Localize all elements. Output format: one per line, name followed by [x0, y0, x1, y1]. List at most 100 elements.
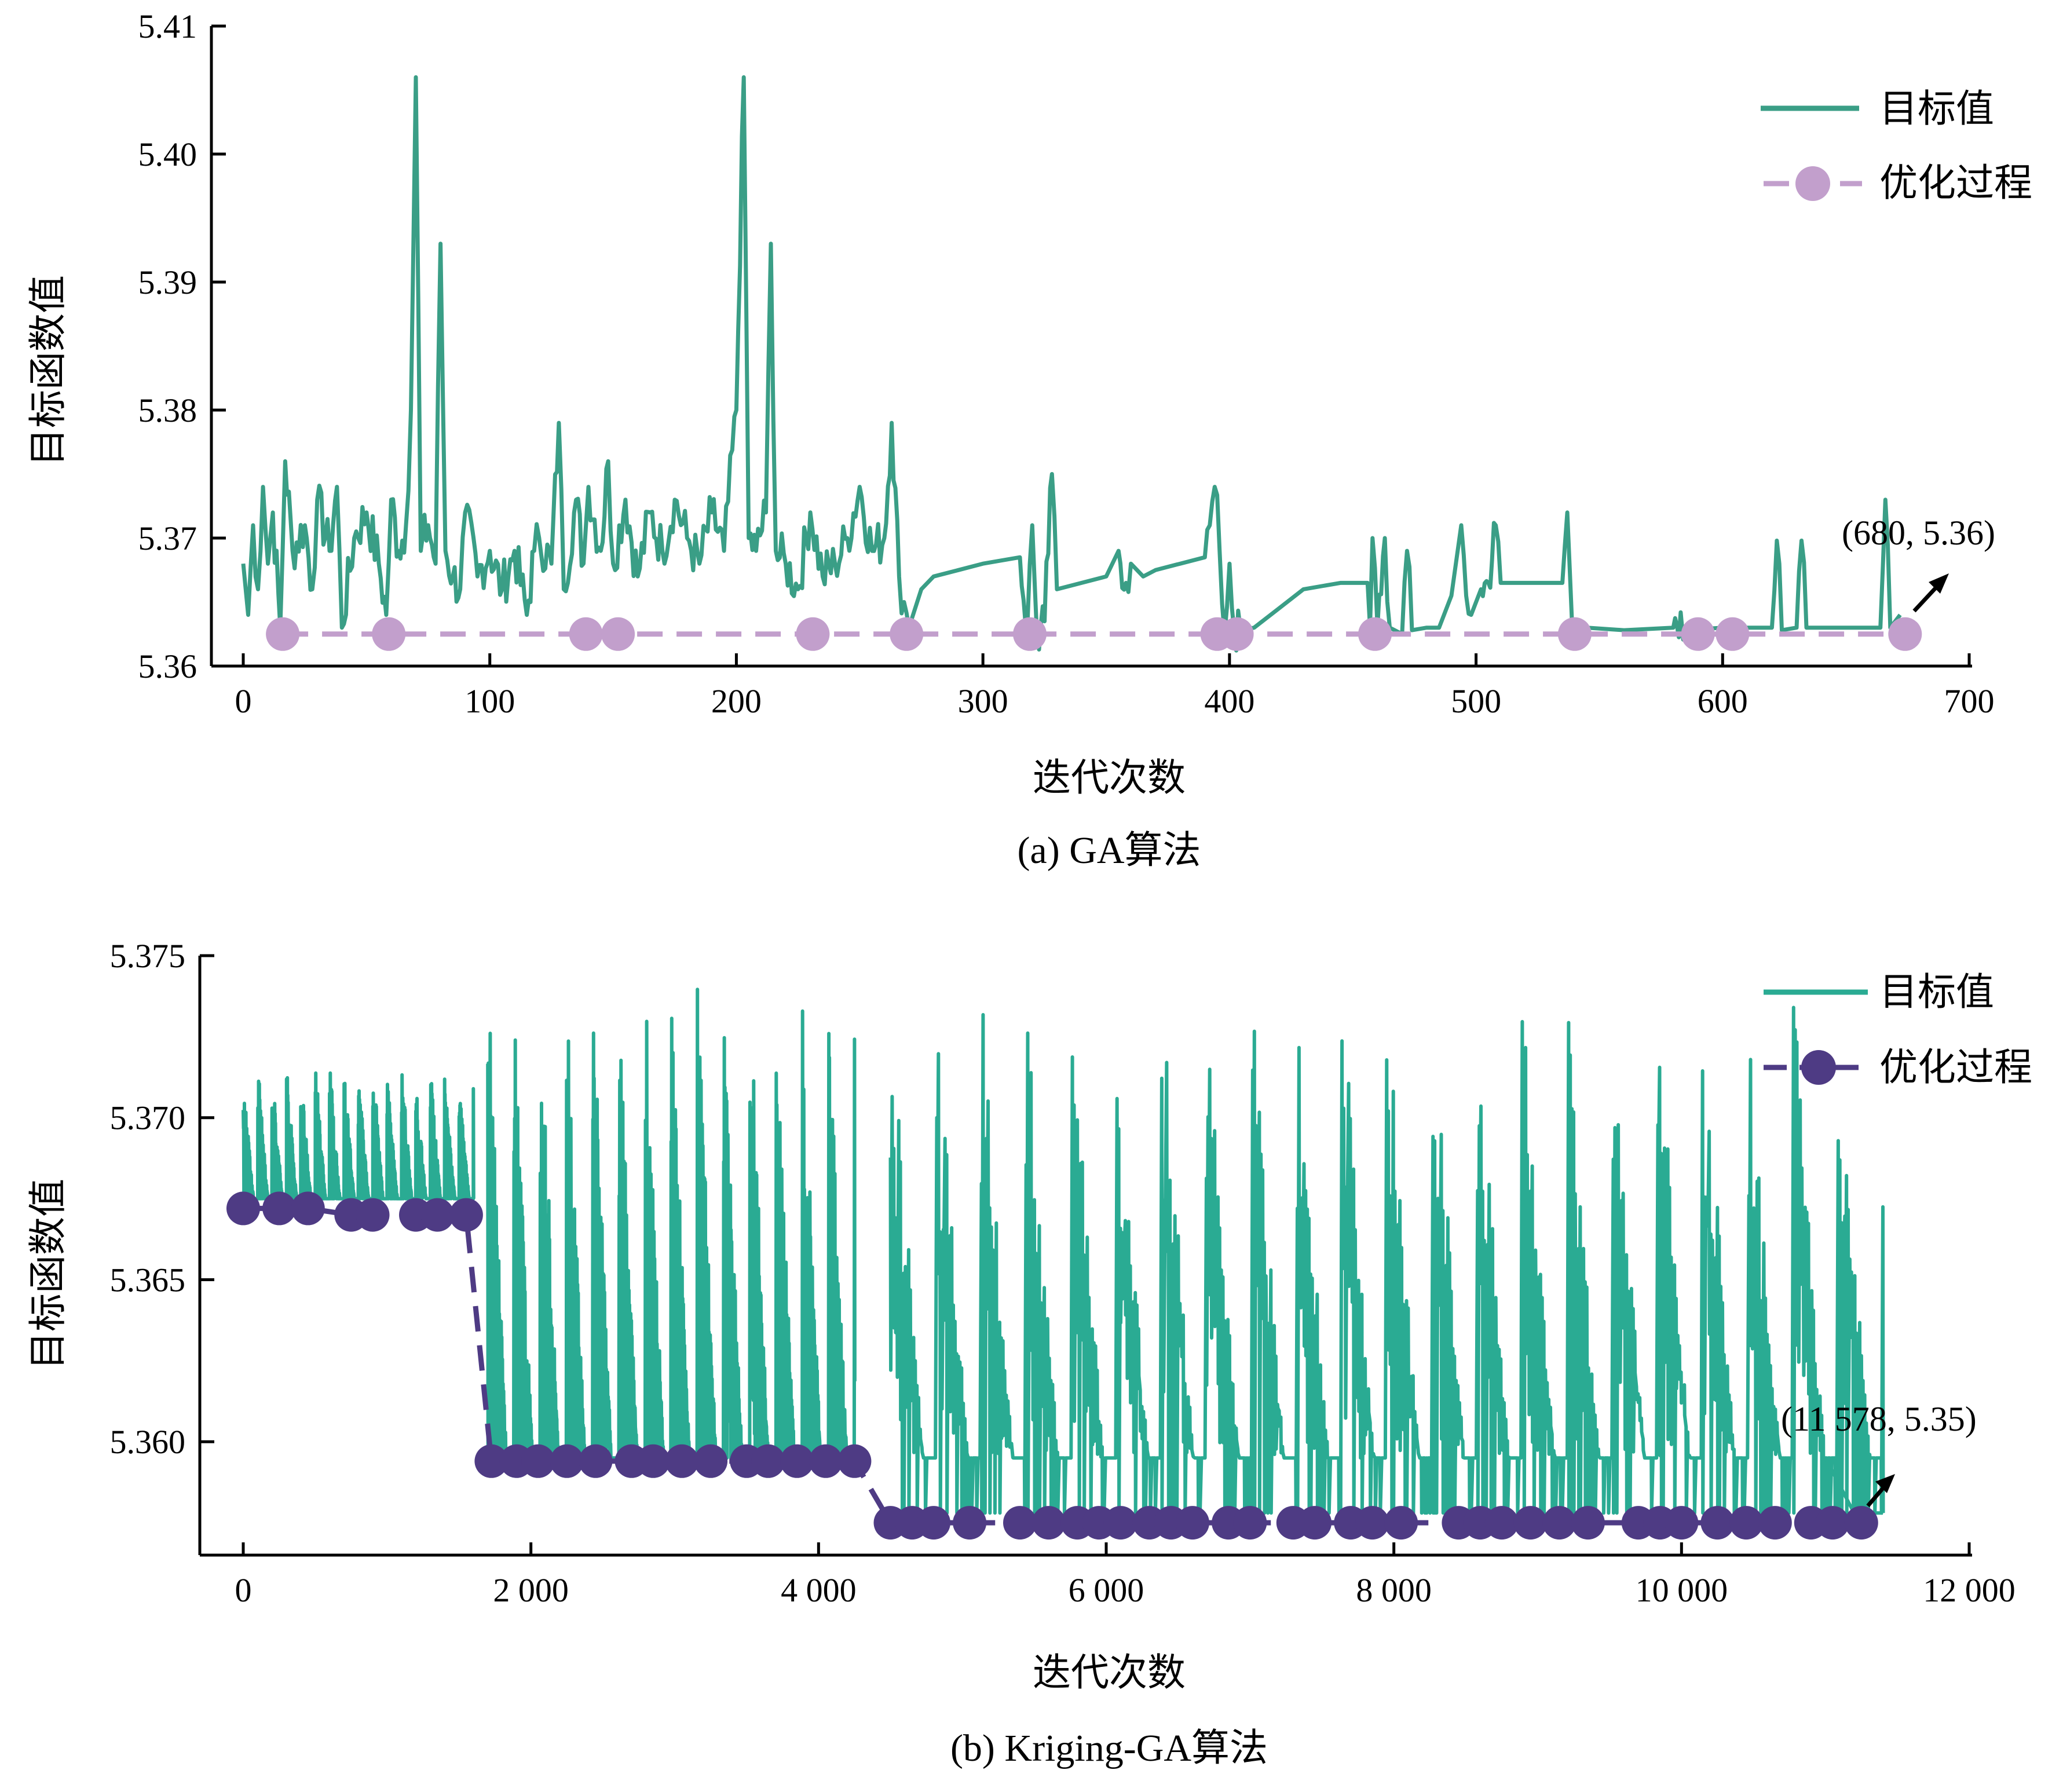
series-process-marker — [1032, 1506, 1066, 1540]
x-tick-label: 10 000 — [1636, 1571, 1728, 1609]
chart-a: 5.36 5.37 5.38 5.39 5.40 5.41 0 100 200 300 400 500… — [25, 8, 2032, 872]
chart-b: 5.360 5.365 5.370 5.375 0 2 000 4 000 6 000 8 00… — [25, 937, 2032, 1769]
y-tick-label: 5.40 — [138, 136, 197, 173]
y-tick-label: 5.39 — [138, 264, 197, 301]
x-tick-label: 2 000 — [493, 1571, 569, 1609]
series-process-marker — [356, 1198, 390, 1232]
series-process-marker — [1384, 1506, 1418, 1540]
series-process-marker — [1233, 1506, 1267, 1540]
series-process-marker — [890, 617, 924, 651]
chart-b-annotation-arrow — [1866, 1474, 1895, 1508]
x-tick-label: 0 — [235, 682, 252, 720]
x-tick-label: 0 — [235, 1571, 252, 1609]
series-process-marker — [1358, 617, 1392, 651]
chart-a-caption: (a) GA算法 — [1017, 829, 1201, 872]
series-process-marker — [569, 617, 603, 651]
series-process-marker — [1355, 1506, 1389, 1540]
y-tick-label: 5.38 — [138, 392, 197, 429]
series-process-marker — [665, 1444, 699, 1478]
series-process-marker — [1103, 1506, 1137, 1540]
series-process-marker — [550, 1444, 584, 1478]
series-process-marker — [1220, 617, 1254, 651]
chart-a-plot-area — [241, 75, 1922, 653]
series-process-marker — [474, 1444, 509, 1478]
y-tick-label: 5.37 — [138, 520, 197, 557]
chart-a-axes: 5.36 5.37 5.38 5.39 5.40 5.41 0 100 200 300 400 500… — [138, 8, 1995, 720]
series-process-marker — [780, 1444, 814, 1478]
x-tick-label: 12 000 — [1923, 1571, 2016, 1609]
series-process-marker — [1729, 1506, 1764, 1540]
series-process-marker — [1513, 1506, 1548, 1540]
series-process-marker — [1681, 617, 1715, 651]
x-tick-label: 4 000 — [781, 1571, 857, 1609]
series-process-marker — [601, 617, 635, 651]
series-process-marker — [579, 1444, 613, 1478]
x-tick-label: 6 000 — [1069, 1571, 1144, 1609]
chart-a-ylabel: 目标函数值 — [25, 275, 70, 466]
chart-b-axes: 5.360 5.365 5.370 5.375 0 2 000 4 000 6 000 8 00… — [110, 937, 2016, 1609]
series-process-marker — [1542, 1506, 1577, 1540]
x-tick-label: 500 — [1451, 682, 1501, 720]
y-tick-label: 5.370 — [110, 1099, 186, 1137]
series-objective-line — [241, 75, 1902, 653]
series-process-marker — [521, 1444, 555, 1478]
series-process-marker — [1758, 1506, 1792, 1540]
y-tick-label: 5.365 — [110, 1261, 186, 1299]
series-process-marker — [1003, 1506, 1037, 1540]
series-process-marker — [751, 1444, 785, 1478]
series-process-marker — [1700, 1506, 1735, 1540]
x-tick-label: 400 — [1204, 682, 1254, 720]
x-tick-label: 300 — [958, 682, 1008, 720]
y-tick-label: 5.41 — [138, 8, 197, 45]
series-process-marker — [372, 617, 406, 651]
x-tick-label: 600 — [1698, 682, 1748, 720]
series-process-marker — [1888, 617, 1922, 651]
series-process-marker — [1716, 617, 1750, 651]
series-process-marker — [1484, 1506, 1519, 1540]
y-tick-label: 5.360 — [110, 1423, 186, 1461]
series-process-marker — [1557, 617, 1592, 651]
chart-b-legend: 目标值 优化过程 — [1764, 970, 2032, 1089]
x-tick-label: 200 — [711, 682, 762, 720]
series-process-marker — [449, 1198, 483, 1232]
series-process-marker — [1844, 1506, 1878, 1540]
series-process-marker — [266, 617, 300, 651]
series-process-marker — [1571, 1506, 1605, 1540]
series-process-marker — [262, 1191, 297, 1226]
series-process-marker — [291, 1191, 325, 1226]
series-process-marker — [1816, 1506, 1850, 1540]
legend-b-label-objective: 目标值 — [1879, 970, 1994, 1014]
series-process-marker — [809, 1444, 843, 1478]
y-tick-label: 5.36 — [138, 648, 197, 685]
chart-a-annotation-arrow — [1912, 573, 1949, 613]
series-process-marker — [917, 1506, 950, 1540]
x-tick-label: 8 000 — [1356, 1571, 1432, 1609]
y-tick-label: 5.375 — [110, 937, 186, 975]
legend-a-label-process: 优化过程 — [1879, 160, 2032, 205]
series-process-marker — [636, 1444, 670, 1478]
legend-b-label-process: 优化过程 — [1879, 1045, 2032, 1089]
series-process-marker — [1176, 1506, 1209, 1540]
series-objective-segment — [888, 1005, 1885, 1515]
series-process-marker — [1298, 1506, 1332, 1540]
chart-b-annotation: (11 578, 5.35) — [1781, 1400, 1977, 1438]
chart-a-legend: 目标值 优化过程 — [1761, 86, 2032, 205]
series-process-marker — [1013, 617, 1047, 651]
series-objective-segment — [242, 1071, 475, 1201]
series-process-marker — [953, 1506, 987, 1540]
chart-b-ylabel: 目标函数值 — [25, 1179, 70, 1370]
chart-a-annotation: (680, 5.36) — [1842, 514, 1995, 552]
series-objective-segment — [486, 988, 857, 1460]
chart-b-xlabel: 迭代次数 — [1033, 1650, 1186, 1695]
series-process-marker — [420, 1198, 455, 1232]
series-process-marker — [1665, 1506, 1699, 1540]
legend-a-process-marker — [1795, 166, 1830, 201]
legend-a-label-objective: 目标值 — [1879, 86, 1994, 131]
series-process-marker — [694, 1444, 728, 1478]
series-process-marker — [796, 617, 830, 651]
series-process-marker — [837, 1444, 872, 1478]
series-process-marker — [226, 1191, 260, 1226]
x-tick-label: 700 — [1944, 682, 1995, 720]
chart-b-plot-area — [226, 988, 1885, 1540]
